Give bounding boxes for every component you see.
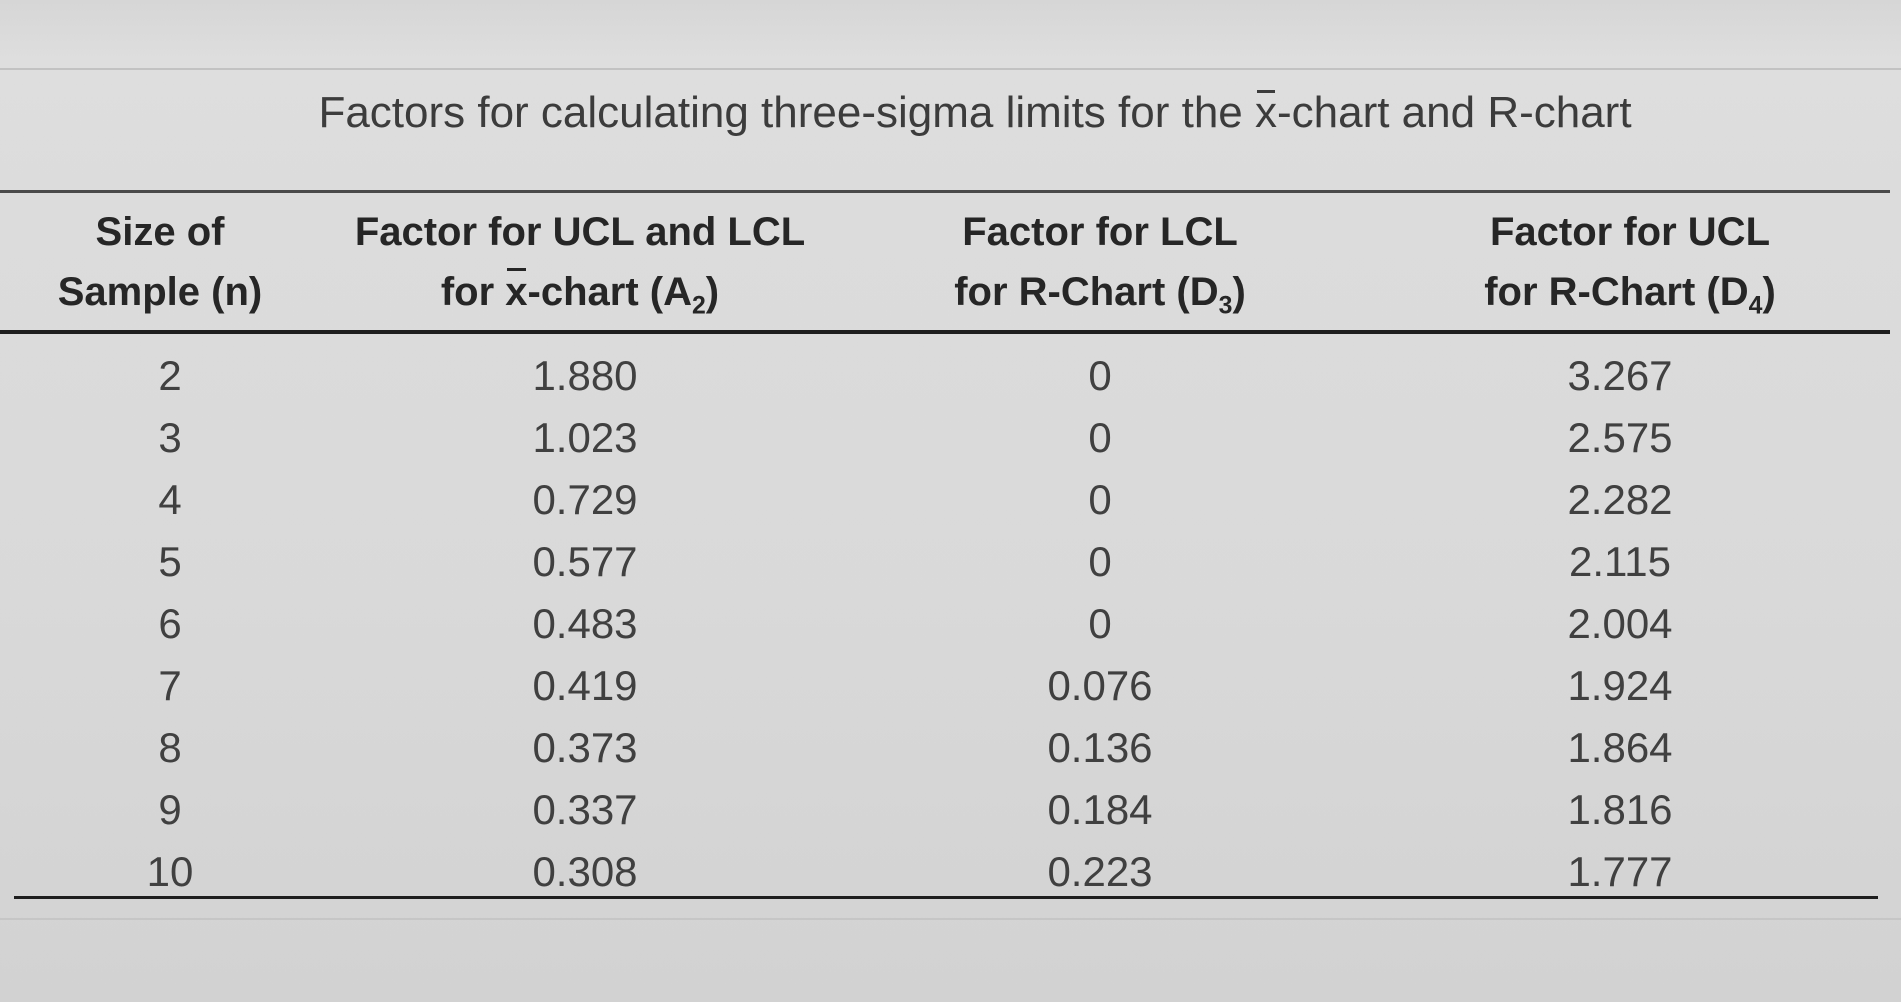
header-sample-size-line2: Sample (n)	[57, 270, 263, 314]
header-d3-line2-pre: for R-Chart (D	[954, 270, 1219, 314]
table-row: 10 0.308 0.223 1.777	[0, 841, 1890, 903]
title-xbar-symbol: x	[1254, 88, 1277, 137]
cell-a2: 0.577	[532, 538, 638, 585]
cell-sample-size: 2	[158, 352, 182, 399]
cell-a2: 0.308	[532, 848, 638, 895]
cell-d3: 0	[1088, 352, 1112, 399]
cell-d3: 0	[1088, 600, 1112, 647]
header-sample-size: Size of Sample (n)	[30, 202, 290, 322]
cell-d4: 1.864	[1567, 724, 1673, 771]
page-bottom-divider	[0, 918, 1901, 920]
header-sample-size-line1: Size of	[95, 210, 225, 254]
cell-d3: 0	[1088, 538, 1112, 585]
table-row: 6 0.483 0 2.004	[0, 593, 1890, 655]
cell-d3: 0.184	[1047, 786, 1153, 833]
header-d3-subscript: 3	[1218, 292, 1233, 320]
table-row: 5 0.577 0 2.115	[0, 531, 1890, 593]
header-a2-factor: Factor for UCL and LCL for x-chart (A2)	[300, 202, 860, 322]
table-title: Factors for calculating three-sigma limi…	[0, 88, 1901, 138]
table-row: 2 1.880 0 3.267	[0, 345, 1890, 407]
cell-a2: 0.373	[532, 724, 638, 771]
header-d3-factor: Factor for LCL for R-Chart (D3)	[870, 202, 1330, 322]
cell-a2: 0.483	[532, 600, 638, 647]
header-d4-line1: Factor for UCL	[1490, 210, 1770, 254]
cell-d3: 0	[1088, 476, 1112, 523]
header-a2-line2: for x-chart (A2)	[300, 262, 860, 322]
title-prefix: Factors for calculating three-sigma limi…	[318, 88, 1255, 137]
header-a2-close: )	[705, 270, 720, 314]
cell-d4: 1.816	[1567, 786, 1673, 833]
cell-sample-size: 9	[158, 786, 182, 833]
cell-d4: 2.004	[1567, 600, 1673, 647]
header-d3-line2: for R-Chart (D3)	[870, 262, 1330, 322]
table-row: 8 0.373 0.136 1.864	[0, 717, 1890, 779]
header-d4-line2: for R-Chart (D4)	[1400, 262, 1860, 322]
cell-sample-size: 10	[146, 848, 194, 895]
header-a2-subscript: 2	[692, 292, 706, 320]
cell-a2: 1.880	[532, 352, 638, 399]
cell-sample-size: 8	[158, 724, 182, 771]
table-row: 9 0.337 0.184 1.816	[0, 779, 1890, 841]
cell-sample-size: 4	[158, 476, 182, 523]
header-d4-subscript: 4	[1748, 292, 1763, 320]
table-header-rule	[0, 330, 1890, 334]
cell-d4: 2.575	[1567, 414, 1673, 461]
cell-sample-size: 5	[158, 538, 182, 585]
header-d3-line1: Factor for LCL	[962, 210, 1238, 254]
header-d4-factor: Factor for UCL for R-Chart (D4)	[1400, 202, 1860, 322]
cell-d3: 0.076	[1047, 662, 1153, 709]
table-top-rule	[0, 190, 1890, 193]
title-suffix: -chart and R-chart	[1276, 88, 1632, 137]
table-row: 7 0.419 0.076 1.924	[0, 655, 1890, 717]
header-a2-line1: Factor for UCL and LCL	[354, 210, 806, 254]
header-a2-line2-pre: for	[440, 270, 506, 314]
cell-sample-size: 7	[158, 662, 182, 709]
header-a2-xbar-symbol: x	[505, 262, 528, 322]
cell-d4: 2.115	[1569, 538, 1671, 585]
table-body: 2 1.880 0 3.267 3 1.023 0 2.575 4 0.729 …	[0, 345, 1890, 903]
table-bottom-rule	[14, 896, 1878, 899]
header-a2-line2-post: -chart (A	[527, 270, 692, 314]
cell-a2: 0.729	[532, 476, 638, 523]
cell-d3: 0.223	[1047, 848, 1153, 895]
page-top-divider	[0, 68, 1901, 70]
cell-a2: 0.419	[532, 662, 638, 709]
cell-d4: 2.282	[1567, 476, 1673, 523]
header-d4-close: )	[1762, 270, 1776, 314]
cell-d4: 3.267	[1567, 352, 1673, 399]
header-d3-close: )	[1232, 270, 1246, 314]
table-row: 3 1.023 0 2.575	[0, 407, 1890, 469]
cell-a2: 0.337	[532, 786, 638, 833]
cell-sample-size: 6	[158, 600, 182, 647]
table-row: 4 0.729 0 2.282	[0, 469, 1890, 531]
cell-d4: 1.924	[1567, 662, 1673, 709]
cell-sample-size: 3	[158, 414, 182, 461]
cell-d3: 0	[1088, 414, 1112, 461]
cell-d3: 0.136	[1047, 724, 1153, 771]
header-d4-line2-pre: for R-Chart (D	[1484, 270, 1749, 314]
cell-a2: 1.023	[532, 414, 638, 461]
cell-d4: 1.777	[1567, 848, 1673, 895]
